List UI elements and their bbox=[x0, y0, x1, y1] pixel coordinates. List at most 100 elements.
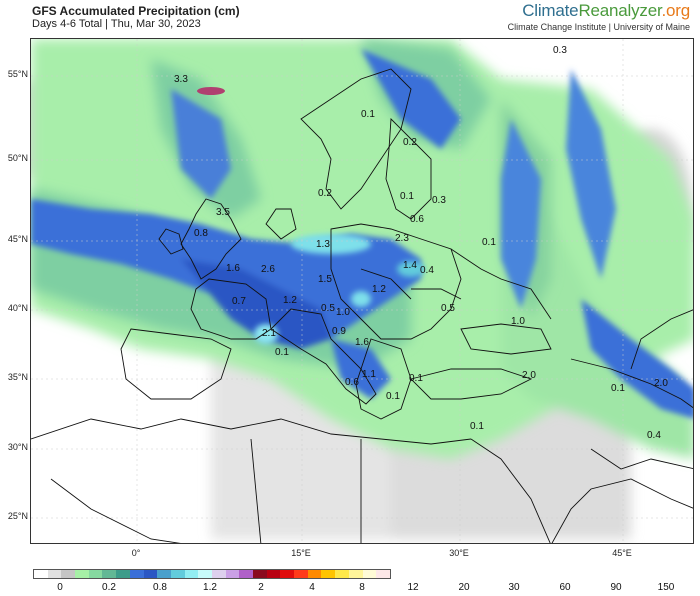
value-label: 0.5 bbox=[321, 303, 335, 314]
value-label: 1.6 bbox=[226, 263, 240, 274]
colorbar-tick: 0.2 bbox=[102, 582, 116, 593]
colorbar-swatch bbox=[211, 570, 226, 578]
lat-label: 35°N bbox=[7, 372, 28, 382]
lat-label: 45°N bbox=[7, 234, 28, 244]
colorbar-swatch bbox=[61, 570, 76, 578]
value-label: 2.6 bbox=[261, 264, 275, 275]
value-label: 2.0 bbox=[522, 370, 536, 381]
colorbar-tick: 8 bbox=[359, 582, 365, 593]
value-label: 1.0 bbox=[336, 307, 350, 318]
lat-label: 55°N bbox=[7, 69, 28, 79]
colorbar-swatch bbox=[129, 570, 144, 578]
value-label: 0.3 bbox=[553, 45, 567, 56]
lon-label: 0° bbox=[131, 548, 141, 558]
colorbar-tick: 150 bbox=[657, 582, 675, 593]
colorbar-swatch bbox=[294, 570, 308, 578]
colorbar-swatch bbox=[225, 570, 240, 578]
colorbar-swatch bbox=[75, 570, 89, 578]
lat-label: 25°N bbox=[7, 511, 28, 521]
value-label: 0.1 bbox=[275, 347, 289, 358]
lon-label: 45°E bbox=[612, 548, 632, 558]
brand-part-climate: Climate bbox=[522, 1, 579, 20]
colorbar-swatch bbox=[307, 570, 322, 578]
colorbar-tick: 0.8 bbox=[153, 582, 167, 593]
colorbar-swatch bbox=[239, 570, 253, 578]
lon-label: 15°E bbox=[291, 548, 311, 558]
colorbar-tick: 90 bbox=[610, 582, 622, 593]
value-label: 1.4 bbox=[403, 260, 417, 271]
value-label: 1.3 bbox=[316, 239, 330, 250]
value-label: 1.0 bbox=[511, 316, 525, 327]
lat-label: 30°N bbox=[7, 442, 28, 452]
colorbar-swatch bbox=[253, 570, 267, 578]
value-label: 1.2 bbox=[372, 284, 386, 295]
colorbar-swatch bbox=[47, 570, 62, 578]
colorbar-swatch bbox=[102, 570, 117, 578]
lon-label: 30°E bbox=[449, 548, 469, 558]
value-label: 0.3 bbox=[432, 195, 446, 206]
value-label: 0.4 bbox=[420, 265, 434, 276]
colorbar-tick: 4 bbox=[309, 582, 315, 593]
value-label: 1.6 bbox=[355, 337, 369, 348]
colorbar bbox=[33, 569, 392, 579]
value-label: 0.7 bbox=[232, 296, 246, 307]
colorbar-swatch bbox=[157, 570, 171, 578]
value-label: 0.4 bbox=[647, 430, 661, 441]
value-label: 3.3 bbox=[174, 74, 188, 85]
value-label: 1.5 bbox=[318, 274, 332, 285]
colorbar-swatch bbox=[348, 570, 363, 578]
value-label: 0.9 bbox=[332, 326, 346, 337]
colorbar-tick: 2 bbox=[258, 582, 264, 593]
colorbar-swatch bbox=[88, 570, 103, 578]
map-title: GFS Accumulated Precipitation (cm) bbox=[32, 4, 240, 18]
lat-label: 50°N bbox=[7, 153, 28, 163]
colorbar-tick: 0 bbox=[57, 582, 63, 593]
value-label: 0.1 bbox=[361, 109, 375, 120]
value-label: 3.5 bbox=[216, 207, 230, 218]
value-label: 0.6 bbox=[410, 214, 424, 225]
colorbar-tick: 20 bbox=[458, 582, 470, 593]
colorbar-swatch bbox=[280, 570, 295, 578]
colorbar-swatch bbox=[170, 570, 185, 578]
colorbar-swatch bbox=[362, 570, 377, 578]
value-label: 0.1 bbox=[611, 383, 625, 394]
brand-part-reanalyzer: Reanalyzer bbox=[578, 1, 662, 20]
value-label: 0.1 bbox=[470, 421, 484, 432]
colorbar-swatch bbox=[266, 570, 281, 578]
header: GFS Accumulated Precipitation (cm) Days … bbox=[0, 0, 700, 38]
colorbar-swatch bbox=[143, 570, 158, 578]
colorbar-swatch bbox=[376, 570, 390, 578]
colorbar-swatch bbox=[34, 570, 48, 578]
value-label: 0.1 bbox=[400, 191, 414, 202]
lat-label: 40°N bbox=[7, 303, 28, 313]
value-label: 0.8 bbox=[194, 228, 208, 239]
value-label: 1.1 bbox=[362, 369, 376, 380]
value-label: 0.6 bbox=[345, 377, 359, 388]
affiliation: Climate Change Institute | University of… bbox=[507, 22, 690, 32]
value-label: 2.1 bbox=[262, 328, 276, 339]
value-labels: 3.3 0.3 0.1 0.2 0.2 0.1 0.3 3.5 0.6 0.8 … bbox=[174, 45, 668, 441]
precipitation-map: 3.3 0.3 0.1 0.2 0.2 0.1 0.3 3.5 0.6 0.8 … bbox=[30, 38, 694, 544]
value-label: 1.2 bbox=[283, 295, 297, 306]
colorbar-swatch bbox=[116, 570, 130, 578]
colorbar-tick: 12 bbox=[407, 582, 419, 593]
coastlines-borders bbox=[31, 68, 693, 543]
precip-heavy-layer bbox=[31, 49, 693, 419]
colorbar-swatch bbox=[198, 570, 212, 578]
colorbar-swatch bbox=[184, 570, 199, 578]
colorbar-tick: 30 bbox=[508, 582, 520, 593]
value-label: 0.1 bbox=[409, 373, 423, 384]
graticule bbox=[31, 39, 693, 543]
map-canvas: 3.3 0.3 0.1 0.2 0.2 0.1 0.3 3.5 0.6 0.8 … bbox=[31, 39, 693, 543]
value-label: 0.5 bbox=[441, 303, 455, 314]
colorbar-swatch bbox=[321, 570, 336, 578]
brand-logo[interactable]: ClimateReanalyzer.org bbox=[522, 1, 690, 21]
precip-peak-core bbox=[197, 87, 225, 95]
map-subtitle: Days 4-6 Total | Thu, Mar 30, 2023 bbox=[32, 18, 201, 30]
value-label: 0.1 bbox=[482, 237, 496, 248]
colorbar-tick: 1.2 bbox=[203, 582, 217, 593]
colorbar-tick: 60 bbox=[559, 582, 571, 593]
brand-part-org: .org bbox=[661, 1, 691, 20]
value-label: 2.0 bbox=[654, 378, 668, 389]
value-label: 0.1 bbox=[386, 391, 400, 402]
